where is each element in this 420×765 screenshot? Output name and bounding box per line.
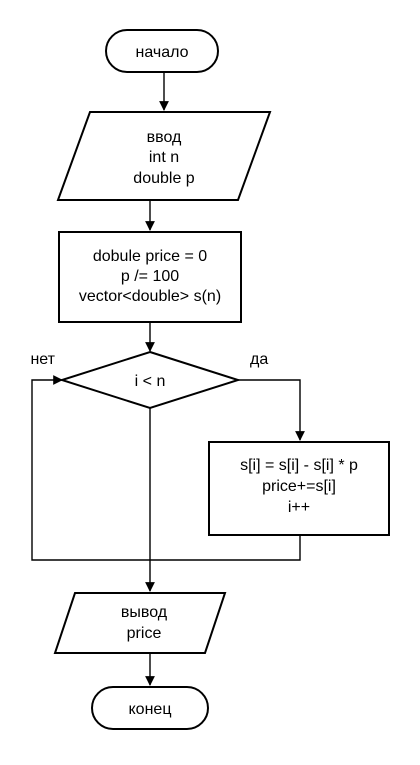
end-label: конец (129, 701, 172, 718)
output-label: вывод (121, 604, 168, 621)
loop-body-block: s[i] = s[i] - s[i] * p price+=s[i] i++ (208, 441, 390, 536)
end-terminator: конец (91, 686, 209, 730)
init-process-block: dobule price = 0 p /= 100 vector<double>… (58, 231, 242, 323)
input-line-2: double p (133, 170, 194, 187)
start-label: начало (135, 44, 188, 61)
decision-block: i < n нет да (30, 350, 268, 410)
start-terminator: начало (105, 29, 219, 73)
output-line-1: price (127, 625, 162, 642)
output-block: вывод price (53, 592, 227, 654)
init-line-1: dobule price = 0 (93, 248, 207, 265)
loop-body-line-2: price+=s[i] (262, 478, 336, 495)
arrow-yes-branch (238, 379, 305, 441)
init-line-3: vector<double> s(n) (79, 288, 221, 305)
input-block: ввод int n double p (56, 111, 272, 201)
yes-branch-label: да (250, 351, 268, 368)
loop-body-line-1: s[i] = s[i] - s[i] * p (240, 457, 358, 474)
connectors (31, 72, 305, 686)
input-line-1: int n (149, 149, 179, 166)
loop-body-line-3: i++ (288, 499, 310, 516)
init-line-2: p /= 100 (121, 268, 179, 285)
no-branch-label: нет (30, 351, 55, 368)
decision-condition: i < n (135, 373, 166, 390)
input-label: ввод (147, 129, 182, 146)
arrow-loop-back (31, 375, 301, 561)
